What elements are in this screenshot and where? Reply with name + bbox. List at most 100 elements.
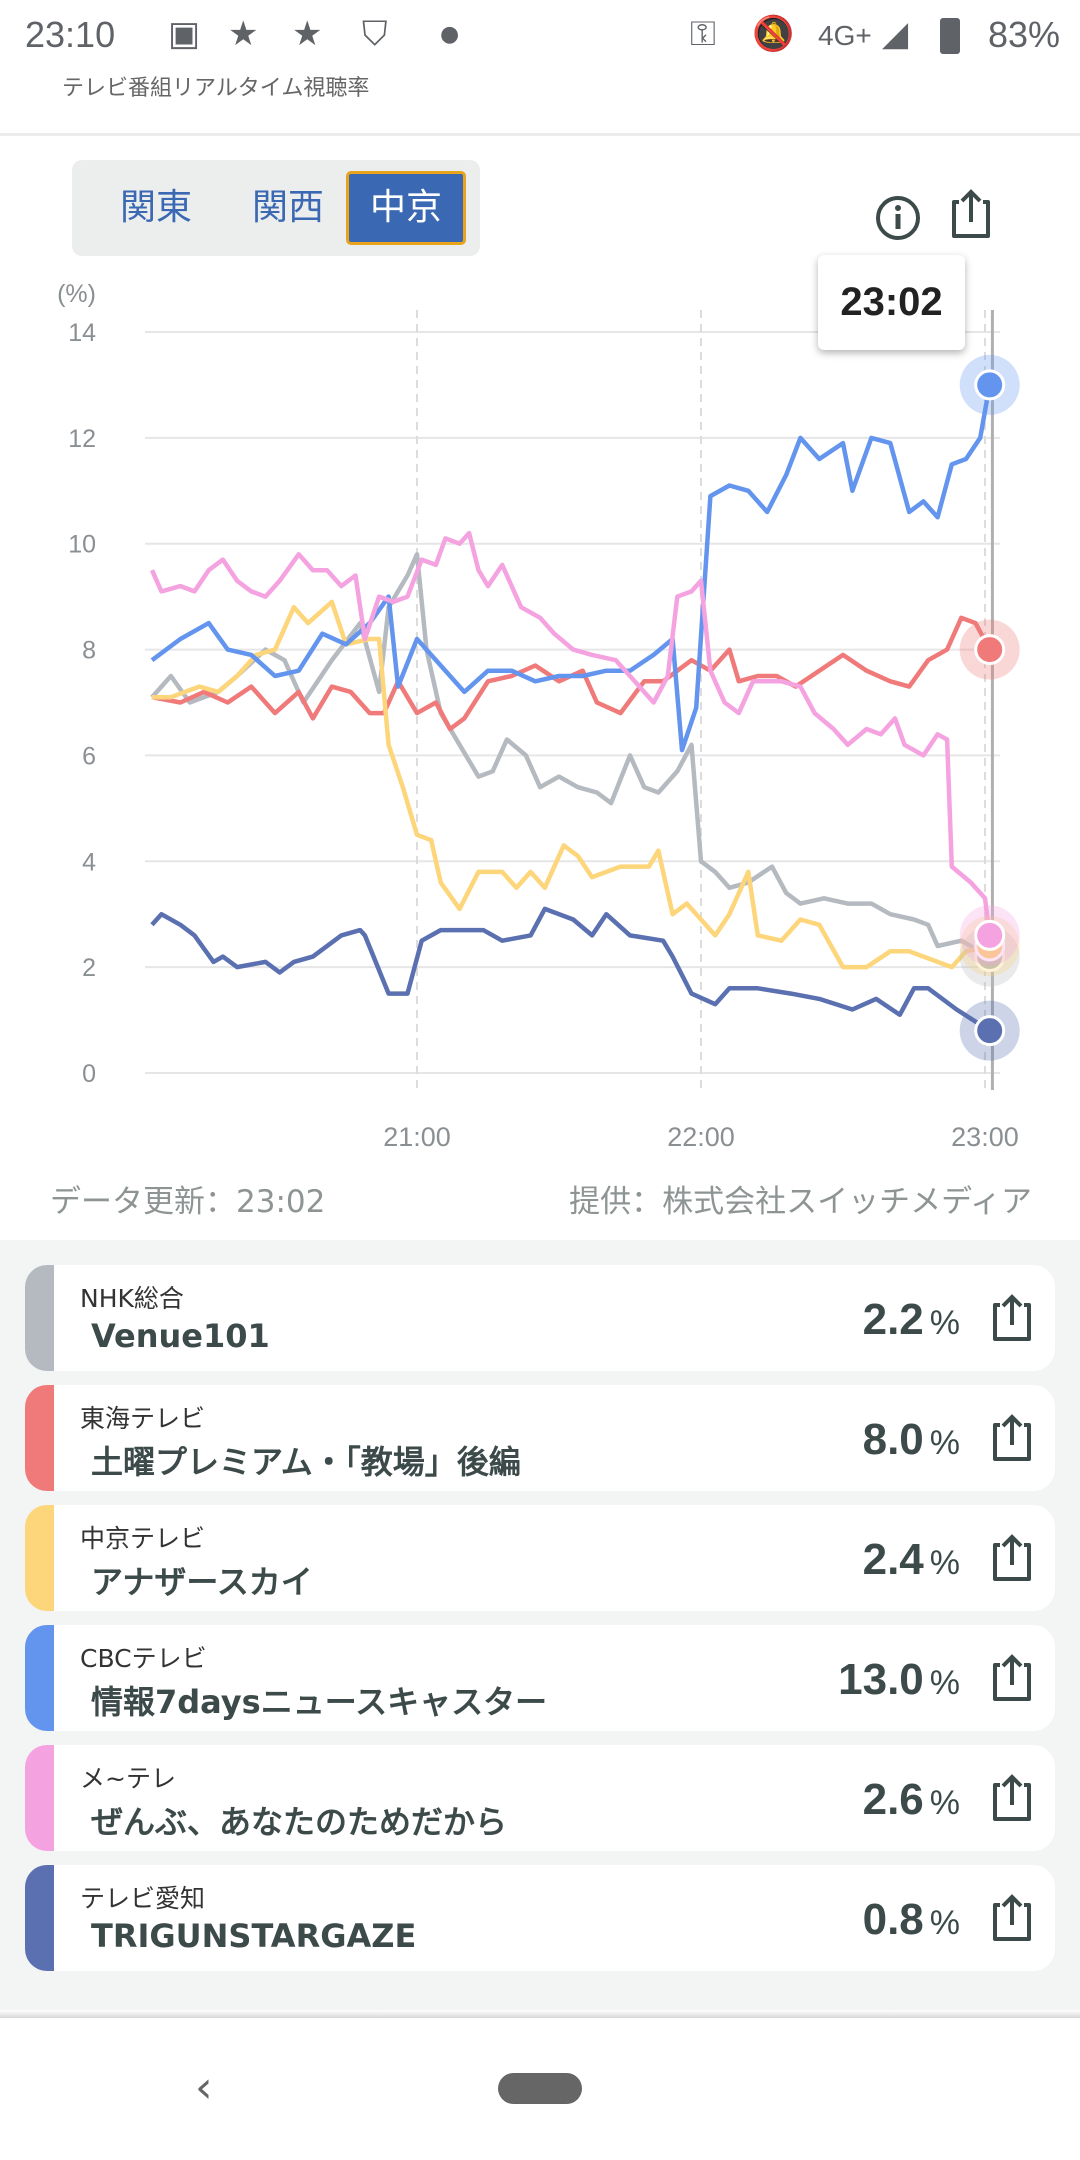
share-program-button[interactable] — [987, 1533, 1037, 1583]
series-end-point — [974, 919, 1006, 951]
series-line-CBCテレビ — [150, 384, 992, 753]
rating-value: 13.0% — [838, 1655, 960, 1705]
channel-name: 東海テレビ — [80, 1404, 206, 1433]
program-title: 土曜プレミアム・「教場」後編 — [91, 1443, 521, 1481]
share-program-button[interactable] — [987, 1773, 1037, 1823]
header-divider — [0, 133, 1080, 136]
y-tick-label: 14 — [68, 319, 96, 347]
x-tick-label: 21:00 — [383, 1122, 451, 1152]
share-icon — [993, 1534, 1031, 1581]
rating-number: 2.6 — [862, 1775, 924, 1824]
rating-value: 2.6% — [863, 1775, 960, 1825]
program-title: TRIGUNSTARGAZE — [91, 1917, 417, 1955]
channel-name: NHK総合 — [80, 1284, 184, 1313]
channel-card[interactable]: CBCテレビ 情報7daysニュースキャスター 13.0% — [25, 1625, 1055, 1731]
rating-value: 2.2% — [863, 1295, 960, 1345]
rating-unit: % — [929, 1664, 960, 1702]
battery-percent: 83% — [987, 14, 1060, 55]
share-icon — [993, 1414, 1031, 1461]
program-title: ぜんぶ、あなたのためだから — [91, 1803, 508, 1841]
nav-back-button[interactable]: ‹ — [195, 2062, 213, 2113]
bell-off-icon: 🔕 — [752, 14, 795, 54]
y-tick-label: 8 — [82, 637, 96, 665]
channel-color-strip — [25, 1865, 54, 1971]
y-tick-label: 2 — [82, 954, 96, 982]
ratings-chart[interactable]: 0 2 4 6 8 10 12 14 (%) 21:00 22:00 23:00 — [0, 0, 1080, 1160]
region-tab-kansai[interactable]: 関西 — [251, 187, 324, 228]
series-line-中京テレビ — [152, 599, 991, 970]
y-tick-label: 6 — [82, 742, 96, 770]
share-icon — [952, 189, 990, 238]
channel-card[interactable]: メ~テレ ぜんぶ、あなたのためだから 2.6% — [25, 1745, 1055, 1851]
vpn-key-icon: ⚿ — [690, 14, 716, 54]
rating-unit: % — [929, 1304, 960, 1342]
channel-card[interactable]: 東海テレビ 土曜プレミアム・「教場」後編 8.0% — [25, 1385, 1055, 1491]
channel-name: テレビ愛知 — [80, 1884, 206, 1913]
program-title: Venue101 — [91, 1317, 270, 1355]
share-chart-button[interactable] — [946, 186, 996, 242]
star-icon: ★ — [292, 14, 323, 54]
rating-unit: % — [929, 1544, 960, 1582]
nav-home-button[interactable] — [498, 2073, 582, 2104]
channel-name: CBCテレビ — [80, 1644, 207, 1673]
rating-value: 2.4% — [863, 1535, 960, 1585]
channel-color-strip — [25, 1625, 54, 1731]
y-tick-label: 4 — [82, 848, 96, 876]
image-icon: ▣ — [168, 14, 201, 54]
data-provider-label: 提供：株式会社スイッチメディア — [569, 1184, 1032, 1220]
share-program-button[interactable] — [987, 1293, 1037, 1343]
channel-card[interactable]: 中京テレビ アナザースカイ 2.4% — [25, 1505, 1055, 1611]
channel-card[interactable]: NHK総合 Venue101 2.2% — [25, 1265, 1055, 1371]
region-tab-chukyo[interactable]: 中京 — [346, 171, 466, 245]
channel-name: 中京テレビ — [80, 1524, 206, 1553]
series-line-東海テレビ — [151, 615, 992, 732]
y-tick-label: 12 — [68, 425, 96, 453]
series-line-メ~テレ — [149, 530, 992, 936]
status-time: 23:10 — [25, 14, 116, 55]
shield-icon: ⛉ — [362, 14, 388, 54]
app-title: テレビ番組リアルタイム視聴率 — [62, 76, 370, 101]
channel-color-strip — [25, 1745, 54, 1851]
share-program-button[interactable] — [987, 1893, 1037, 1943]
region-selector: 関東 関西 中京 — [72, 160, 480, 256]
share-icon — [993, 1294, 1031, 1341]
share-icon — [993, 1654, 1031, 1701]
channel-name: メ~テレ — [80, 1764, 176, 1793]
series-end-point — [974, 1015, 1006, 1047]
info-icon — [876, 196, 920, 240]
signal-icon: ◢ — [882, 14, 909, 54]
rating-number: 8.0 — [862, 1415, 924, 1464]
share-icon — [993, 1894, 1031, 1941]
rating-number: 13.0 — [838, 1655, 924, 1704]
program-title: アナザースカイ — [91, 1563, 313, 1601]
star-icon: ★ — [228, 14, 259, 54]
series-line-テレビ愛知 — [150, 906, 991, 1033]
rating-unit: % — [929, 1424, 960, 1462]
share-program-button[interactable] — [987, 1413, 1037, 1463]
dot-icon: ● — [440, 22, 460, 47]
rating-value: 0.8% — [863, 1895, 960, 1945]
y-tick-label: 10 — [68, 531, 96, 559]
channel-color-strip — [25, 1385, 54, 1491]
region-tab-kanto[interactable]: 関東 — [119, 187, 192, 228]
nav-divider — [0, 2010, 1080, 2018]
y-tick-label: 0 — [82, 1060, 96, 1088]
rating-value: 8.0% — [863, 1415, 960, 1465]
rating-unit: % — [929, 1784, 960, 1822]
battery-icon — [940, 18, 960, 54]
channel-card[interactable]: テレビ愛知 TRIGUNSTARGAZE 0.8% — [25, 1865, 1055, 1971]
rating-number: 0.8 — [862, 1895, 924, 1944]
series-end-point — [974, 634, 1006, 666]
program-title: 情報7daysニュースキャスター — [91, 1683, 548, 1721]
share-program-button[interactable] — [987, 1653, 1037, 1703]
cursor-tooltip: 23:02 — [818, 255, 965, 350]
rating-unit: % — [929, 1904, 960, 1942]
data-updated-label: データ更新：23:02 — [50, 1184, 326, 1220]
share-icon — [993, 1774, 1031, 1821]
info-button[interactable] — [873, 190, 923, 246]
rating-number: 2.4 — [862, 1535, 924, 1584]
x-tick-label: 23:00 — [951, 1122, 1019, 1152]
y-axis-label: (%) — [57, 280, 96, 308]
series-end-point — [974, 369, 1006, 401]
series-line-NHK総合 — [150, 552, 991, 959]
